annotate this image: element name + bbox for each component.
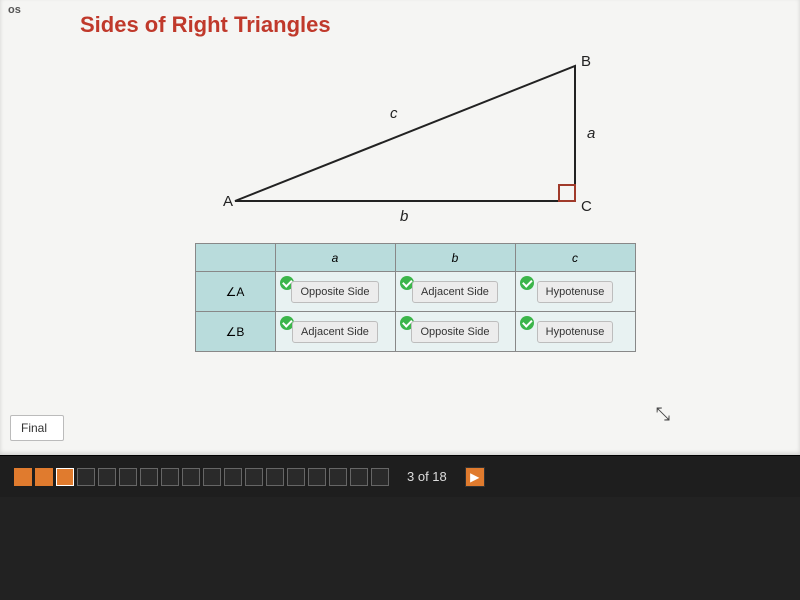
- answer-chip[interactable]: Adjacent Side: [292, 321, 378, 343]
- next-button[interactable]: ▶: [465, 467, 485, 487]
- check-icon: [520, 316, 534, 330]
- cell-B-b[interactable]: Opposite Side: [395, 312, 515, 352]
- nav-box-5[interactable]: [98, 468, 116, 486]
- nav-box-13[interactable]: [266, 468, 284, 486]
- next-icon: ▶: [470, 470, 479, 484]
- nav-box-16[interactable]: [329, 468, 347, 486]
- answer-chip[interactable]: Adjacent Side: [412, 281, 498, 303]
- nav-box-14[interactable]: [287, 468, 305, 486]
- th-c: c: [515, 244, 635, 272]
- triangle-diagram: A B C a b c: [205, 46, 625, 231]
- vertex-A-label: A: [223, 193, 233, 210]
- cell-A-c[interactable]: Hypotenuse: [515, 272, 635, 312]
- dark-area: [0, 497, 800, 600]
- nav-box-3[interactable]: [56, 468, 74, 486]
- nav-box-17[interactable]: [350, 468, 368, 486]
- th-corner: [195, 244, 275, 272]
- nav-counter: 3 of 18: [407, 469, 447, 484]
- answer-table: a b c ∠A Opposite Side Adjacent Side Hyp…: [195, 243, 636, 352]
- topbar-stub: os: [8, 4, 21, 16]
- cell-A-b[interactable]: Adjacent Side: [395, 272, 515, 312]
- answer-chip[interactable]: Hypotenuse: [537, 321, 614, 343]
- cell-B-c[interactable]: Hypotenuse: [515, 312, 635, 352]
- answer-chip[interactable]: Hypotenuse: [537, 281, 614, 303]
- nav-box-1[interactable]: [14, 468, 32, 486]
- final-button[interactable]: Final: [10, 415, 64, 441]
- vertex-B-label: B: [581, 53, 591, 70]
- side-c-label: c: [390, 105, 398, 122]
- figure-wrap: A B C a b c a b c ∠A Opposite Side: [155, 46, 675, 352]
- nav-box-12[interactable]: [245, 468, 263, 486]
- nav-boxes: [14, 468, 389, 486]
- nav-box-10[interactable]: [203, 468, 221, 486]
- nav-box-8[interactable]: [161, 468, 179, 486]
- nav-box-2[interactable]: [35, 468, 53, 486]
- nav-box-4[interactable]: [77, 468, 95, 486]
- lesson-content: os Sides of Right Triangles A B C a b c …: [0, 0, 800, 455]
- answer-chip[interactable]: Opposite Side: [291, 281, 378, 303]
- answer-chip[interactable]: Opposite Side: [411, 321, 498, 343]
- nav-box-11[interactable]: [224, 468, 242, 486]
- th-a: a: [275, 244, 395, 272]
- cursor-icon: ⤡: [656, 404, 670, 425]
- side-a-label: a: [587, 125, 595, 142]
- cell-A-a[interactable]: Opposite Side: [275, 272, 395, 312]
- side-b-label: b: [400, 208, 408, 225]
- nav-box-18[interactable]: [371, 468, 389, 486]
- nav-box-6[interactable]: [119, 468, 137, 486]
- nav-box-7[interactable]: [140, 468, 158, 486]
- vertex-C-label: C: [581, 198, 592, 215]
- cell-B-a[interactable]: Adjacent Side: [275, 312, 395, 352]
- page-title: Sides of Right Triangles: [80, 12, 770, 38]
- nav-box-15[interactable]: [308, 468, 326, 486]
- nav-box-9[interactable]: [182, 468, 200, 486]
- th-b: b: [395, 244, 515, 272]
- row-A-label: ∠A: [195, 272, 275, 312]
- progress-navbar: 3 of 18 ▶: [0, 455, 800, 497]
- row-B-label: ∠B: [195, 312, 275, 352]
- check-icon: [520, 276, 534, 290]
